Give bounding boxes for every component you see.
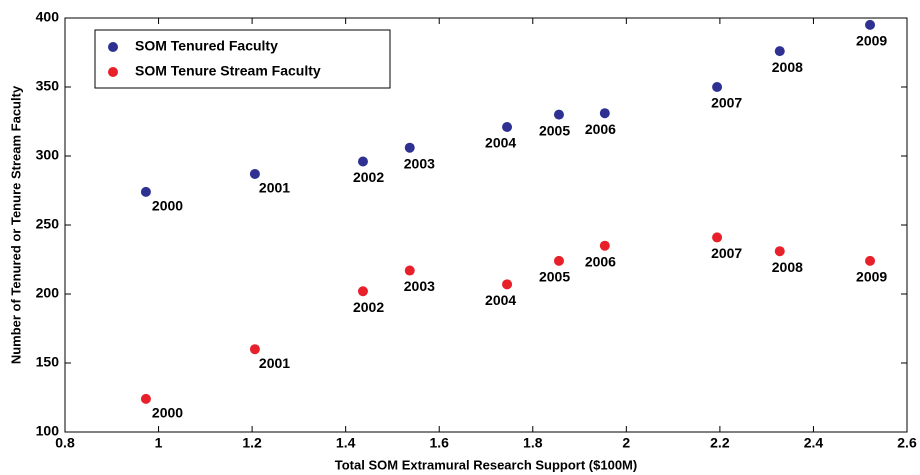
point [712,232,723,243]
point [357,286,368,297]
point [140,393,151,404]
y-tick-label: 100 [36,423,60,439]
point [249,344,260,355]
point-label: 2002 [353,299,384,315]
point [599,108,610,119]
x-tick-label: 0.8 [55,435,75,451]
point [404,265,415,276]
x-tick-label: 1.2 [242,435,262,451]
point-label: 2006 [585,121,616,137]
point-label: 2000 [152,198,183,214]
point-label: 2009 [856,269,887,285]
point-label: 2006 [585,253,616,269]
point-label: 2003 [404,155,435,171]
x-tick-label: 2 [622,435,630,451]
legend-label: SOM Tenured Faculty [135,38,278,54]
x-tick-label: 1.8 [523,435,543,451]
x-tick-label: 1.6 [429,435,449,451]
legend-marker [108,42,118,52]
x-tick-label: 2.6 [897,435,917,451]
point [553,255,564,266]
point-label: 2005 [539,269,570,285]
point [774,46,785,57]
point [865,255,876,266]
point [599,240,610,251]
point [249,168,260,179]
point [404,142,415,153]
point-label: 2008 [772,59,803,75]
y-tick-label: 300 [36,147,60,163]
point [140,186,151,197]
x-axis-title: Total SOM Extramural Research Support ($… [335,457,637,472]
point [774,246,785,257]
point [712,82,723,92]
point-label: 2005 [539,122,570,138]
legend-marker [108,67,118,77]
x-tick-label: 2.4 [804,435,824,451]
point-label: 2007 [711,245,742,261]
point-label: 2008 [772,259,803,275]
y-axis-title: Number of Tenured or Tenure Stream Facul… [8,85,23,364]
point-label: 2009 [856,33,887,49]
point-label: 2004 [485,135,516,151]
y-tick-label: 150 [36,354,60,370]
point-label: 2002 [353,169,384,185]
point-label: 2003 [404,278,435,294]
point-label: 2001 [259,355,290,371]
point [502,279,513,290]
point [553,109,564,120]
y-tick-label: 400 [36,9,60,25]
point-label: 2007 [711,95,742,111]
y-tick-label: 350 [36,78,60,94]
point [865,19,876,30]
point-label: 2001 [259,180,290,196]
x-tick-label: 1.4 [336,435,356,451]
x-tick-label: 2.2 [710,435,730,451]
legend-label: SOM Tenure Stream Faculty [135,63,321,79]
y-tick-label: 250 [36,216,60,232]
point-label: 2004 [485,292,516,308]
point [502,122,513,133]
point [357,156,368,167]
y-tick-label: 200 [36,285,60,301]
legend-box [94,29,391,89]
x-tick-label: 1 [155,435,163,451]
point-label: 2000 [152,405,183,421]
